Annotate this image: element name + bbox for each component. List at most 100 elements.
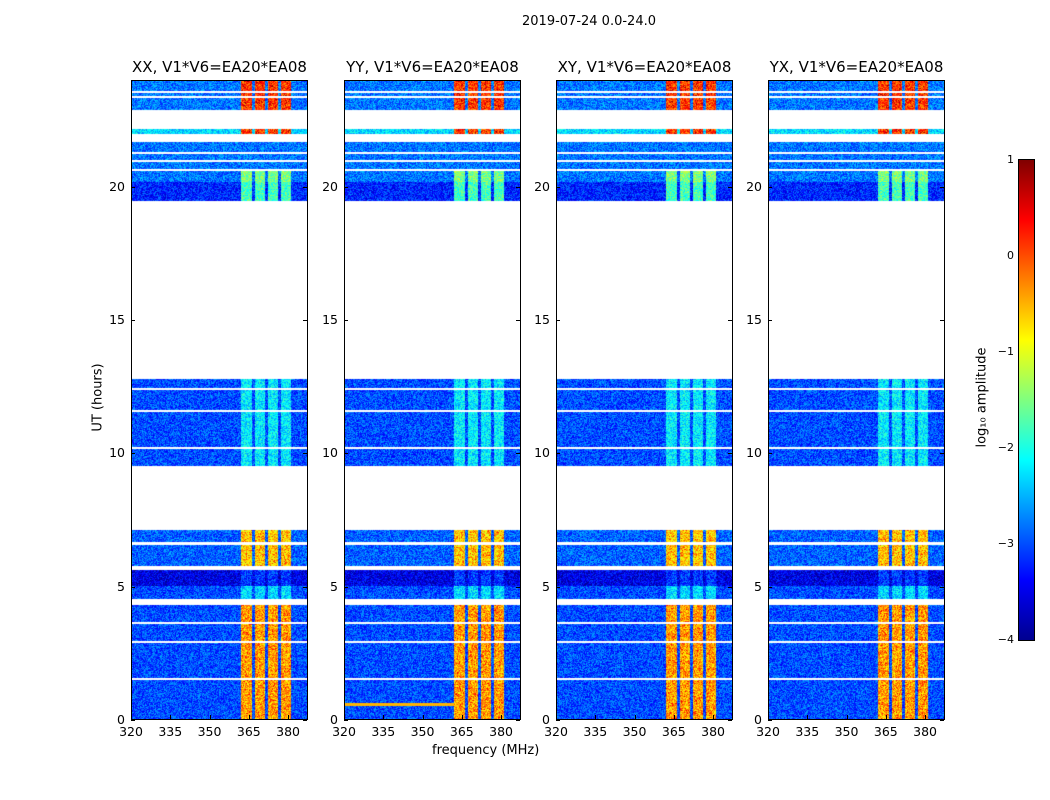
colorbar-tick-label: −2 [997,441,1014,454]
y-tick-mark [516,453,520,455]
x-tick-label: 365 [236,724,261,739]
x-tick-mark [461,715,463,719]
y-tick-label: 10 [109,445,125,461]
x-tick-mark [501,715,503,719]
x-tick-label: 335 [371,724,396,739]
heatmap-canvas [557,81,732,719]
y-tick-label: 15 [109,312,125,327]
figure-title: 2019-07-24 0.0-24.0 [522,14,656,29]
y-tick-label: 0 [542,712,550,727]
y-tick-mark [131,453,135,455]
x-tick-mark [846,715,848,719]
panel-title: XY, V1*V6=EA20*EA08 [557,58,732,76]
x-tick-label: 350 [622,724,647,739]
y-tick-label: 20 [109,178,125,194]
y-axis-label: UT (hours) [90,363,106,432]
colorbar-tick-label: −1 [997,345,1014,358]
y-tick-mark [940,453,944,455]
y-tick-mark [344,453,348,455]
y-tick-mark [728,186,732,188]
y-tick-label: 10 [746,445,762,461]
x-tick-label: 365 [873,724,898,739]
x-tick-label: 380 [701,724,726,739]
colorbar-tick-label: −3 [997,537,1014,550]
y-tick-mark [131,186,135,188]
x-tick-label: 350 [834,724,859,739]
y-tick-mark [728,720,732,721]
colorbar-tick-label: −4 [997,633,1014,646]
y-tick-mark [768,586,772,588]
y-tick-mark [303,320,307,321]
x-axis-label: frequency (MHz) [432,743,540,758]
x-tick-mark [768,715,769,719]
x-tick-label: 380 [489,724,514,739]
heatmap-canvas [132,81,307,719]
y-tick-label: 5 [330,578,338,594]
y-tick-label: 0 [117,712,125,727]
heatmap-panel [768,80,945,720]
y-tick-label: 20 [534,178,550,194]
x-tick-label: 380 [276,724,301,739]
x-tick-mark [713,715,715,719]
panel-title: YX, V1*V6=EA20*EA08 [769,58,944,76]
colorbar-tick-label: 0 [1007,249,1014,262]
y-tick-mark [303,453,307,455]
x-tick-label: 350 [410,724,435,739]
y-tick-mark [516,720,520,721]
x-tick-mark [807,715,809,719]
y-tick-mark [728,320,732,321]
y-tick-mark [344,186,348,188]
y-tick-mark [131,720,135,721]
x-tick-label: 350 [197,724,222,739]
x-tick-mark [209,715,211,719]
heatmap-panel [131,80,308,720]
x-tick-mark [288,715,290,719]
y-tick-mark [303,186,307,188]
y-tick-mark [344,586,348,588]
y-tick-label: 15 [746,312,762,327]
y-tick-label: 0 [754,712,762,727]
x-tick-label: 320 [119,724,143,739]
x-tick-label: 365 [661,724,686,739]
x-tick-label: 335 [158,724,183,739]
y-tick-mark [344,720,348,721]
x-tick-label: 320 [756,724,780,739]
x-tick-mark [248,715,250,719]
heatmap-panel [556,80,733,720]
x-tick-mark [925,715,927,719]
x-tick-label: 380 [913,724,938,739]
y-tick-label: 15 [534,312,550,327]
x-tick-mark [634,715,636,719]
y-tick-mark [768,320,772,321]
y-tick-label: 20 [746,178,762,194]
x-tick-mark [131,715,132,719]
x-tick-mark [885,715,887,719]
x-tick-mark [344,715,345,719]
y-tick-mark [516,186,520,188]
y-tick-mark [556,720,560,721]
y-tick-label: 5 [754,578,762,594]
y-tick-mark [344,320,348,321]
x-tick-label: 365 [449,724,474,739]
x-tick-mark [595,715,597,719]
y-tick-label: 0 [330,712,338,727]
heatmap-canvas [345,81,520,719]
x-tick-mark [422,715,424,719]
colorbar-tick-label: 1 [1007,153,1014,166]
y-tick-mark [556,453,560,455]
heatmap-canvas [769,81,944,719]
x-tick-mark [383,715,385,719]
y-tick-mark [516,586,520,588]
panel-title: YY, V1*V6=EA20*EA08 [346,58,519,76]
y-tick-mark [131,586,135,588]
y-tick-mark [940,720,944,721]
heatmap-panel [344,80,521,720]
y-tick-label: 10 [534,445,550,461]
y-tick-label: 5 [117,578,125,594]
x-tick-mark [170,715,172,719]
y-tick-mark [556,186,560,188]
x-tick-mark [673,715,675,719]
panel-title: XX, V1*V6=EA20*EA08 [132,58,307,76]
y-tick-mark [556,320,560,321]
